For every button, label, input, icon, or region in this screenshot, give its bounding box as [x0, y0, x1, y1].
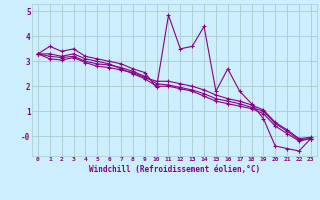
X-axis label: Windchill (Refroidissement éolien,°C): Windchill (Refroidissement éolien,°C) — [89, 165, 260, 174]
